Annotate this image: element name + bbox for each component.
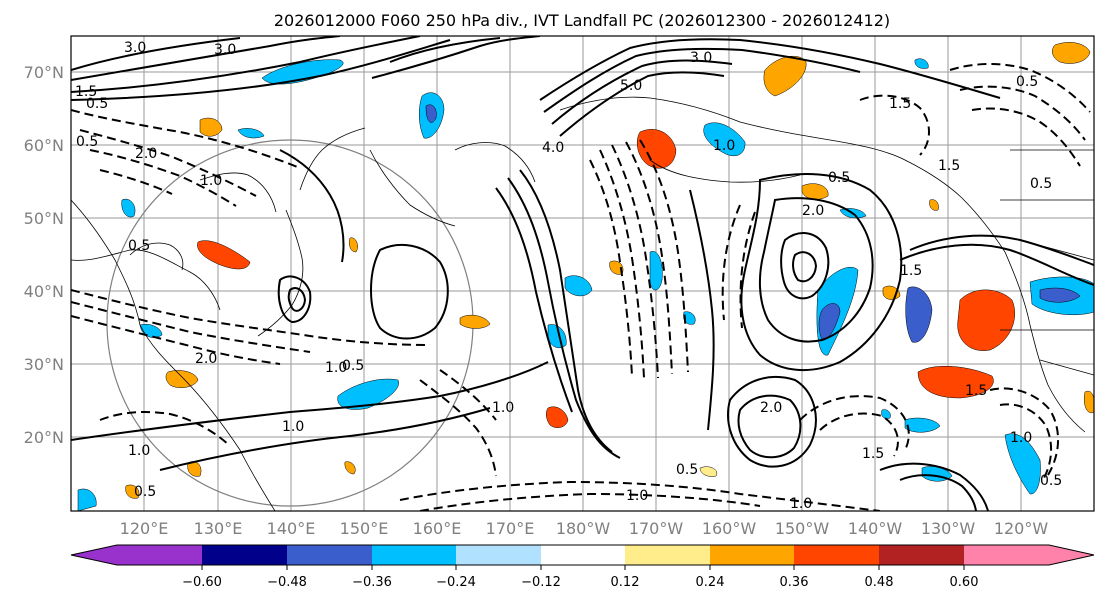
contour-label: 0.5 — [676, 462, 698, 478]
contour-labels: 3.0 3.0 1.5 0.5 0.5 2.0 1.0 0.5 5.0 3.0 … — [75, 40, 1062, 512]
lon-label: 120°E — [120, 519, 169, 538]
lon-label: 160°E — [413, 519, 462, 538]
lat-label: 30°N — [24, 355, 64, 374]
contour-label: 1.0 — [282, 419, 304, 435]
map-frame — [70, 35, 1095, 512]
colorbar-tick-label: 0.60 — [950, 575, 979, 590]
contour-label: 1.0 — [325, 360, 347, 376]
colorbar-ticks — [201, 565, 965, 570]
lon-label: 120°W — [994, 519, 1049, 538]
colorbar-tick-label: −0.12 — [521, 575, 561, 590]
contour-label: 1.0 — [790, 496, 812, 512]
lon-label: 130°E — [194, 519, 243, 538]
colorbar-segment — [794, 545, 879, 565]
contour-label: 0.5 — [134, 484, 156, 500]
contours-negative — [71, 63, 1091, 511]
colorbar-segment — [202, 545, 287, 565]
lon-label: 170°E — [486, 519, 535, 538]
colorbar-extend-low — [71, 545, 117, 565]
contour-label: 3.0 — [690, 50, 712, 66]
contour-label: 2.0 — [760, 400, 782, 416]
lon-label: 180°W — [556, 519, 611, 538]
contour-label: 1.5 — [965, 383, 987, 399]
colorbar-segment — [117, 545, 202, 565]
lon-label: 140°E — [267, 519, 316, 538]
contour-label: 0.5 — [1040, 473, 1062, 489]
contour-label: 0.5 — [86, 96, 108, 112]
contour-label: 1.0 — [626, 488, 648, 504]
colorbar-tick-label: −0.48 — [267, 575, 307, 590]
contour-label: 1.0 — [200, 173, 222, 189]
colorbar-segment — [372, 545, 456, 565]
contour-label: 3.0 — [214, 42, 236, 58]
contour-label: 1.0 — [128, 443, 150, 459]
coastlines — [71, 96, 1094, 511]
lat-label: 20°N — [24, 428, 64, 447]
colorbar-extend-high — [1049, 545, 1094, 565]
colorbar-tick-label: −0.36 — [352, 575, 392, 590]
longitude-labels: 120°E 130°E 140°E 150°E 160°E 170°E 180°… — [120, 519, 1049, 538]
colorbar-tick-label: 0.48 — [865, 575, 894, 590]
contour-label: 0.5 — [128, 238, 150, 254]
contour-label: 1.5 — [938, 158, 960, 174]
contour-label: 1.0 — [713, 138, 735, 154]
colorbar-segment — [879, 545, 964, 565]
contour-label: 2.0 — [802, 203, 824, 219]
divergence-negative-shading — [77, 58, 1094, 511]
colorbar-segment — [541, 545, 625, 565]
contour-label: 0.5 — [342, 358, 364, 374]
contour-label: 2.0 — [195, 351, 217, 367]
contour-label: 1.5 — [889, 96, 911, 112]
lon-label: 150°E — [340, 519, 389, 538]
contour-label: 5.0 — [620, 78, 642, 94]
colorbar-segment — [456, 545, 541, 565]
contour-label: 1.5 — [900, 263, 922, 279]
contour-label: 0.5 — [76, 134, 98, 150]
colorbar-segment — [287, 545, 372, 565]
lat-label: 70°N — [24, 63, 64, 82]
colorbar-segment — [964, 545, 1049, 565]
contour-label: 2.0 — [135, 146, 157, 162]
lon-label: 140°W — [848, 519, 903, 538]
lat-label: 60°N — [24, 136, 64, 155]
contour-label: 1.5 — [75, 84, 97, 100]
colorbar-segment — [710, 545, 794, 565]
lon-label: 170°W — [629, 519, 684, 538]
lon-label: 150°W — [775, 519, 830, 538]
colorbar-outline — [70, 544, 1095, 566]
colorbar-tick-label: −0.60 — [182, 575, 222, 590]
colorbar-segment — [625, 545, 710, 565]
colorbar-tick-label: 0.12 — [611, 575, 640, 590]
lat-label: 50°N — [24, 209, 64, 228]
contour-label: 1.5 — [862, 446, 884, 462]
contour-label: 0.5 — [1030, 176, 1052, 192]
contour-label: 1.0 — [1010, 430, 1032, 446]
lon-label: 160°W — [702, 519, 757, 538]
lon-label: 130°W — [921, 519, 976, 538]
colorbar-tick-label: −0.24 — [436, 575, 476, 590]
contour-label: 4.0 — [542, 140, 564, 156]
lat-label: 40°N — [24, 282, 64, 301]
contour-label: 0.5 — [828, 170, 850, 186]
colorbar: −0.60 −0.48 −0.36 −0.24 −0.12 0.12 0.24 … — [70, 544, 1095, 590]
contours-positive — [71, 36, 1094, 511]
colorbar-tick-label: 0.36 — [780, 575, 809, 590]
divergence-positive-shading — [125, 42, 1094, 499]
contour-label: 3.0 — [124, 40, 146, 56]
colorbar-tick-label: 0.24 — [696, 575, 725, 590]
latitude-labels: 70°N 60°N 50°N 40°N 30°N 20°N — [24, 63, 64, 447]
map-title: 2026012000 F060 250 hPa div., IVT Landfa… — [274, 11, 890, 30]
contour-label: 1.0 — [492, 400, 514, 416]
contour-label: 0.5 — [1016, 74, 1038, 90]
map-panel: 3.0 3.0 1.5 0.5 0.5 2.0 1.0 0.5 5.0 3.0 … — [70, 35, 1095, 512]
